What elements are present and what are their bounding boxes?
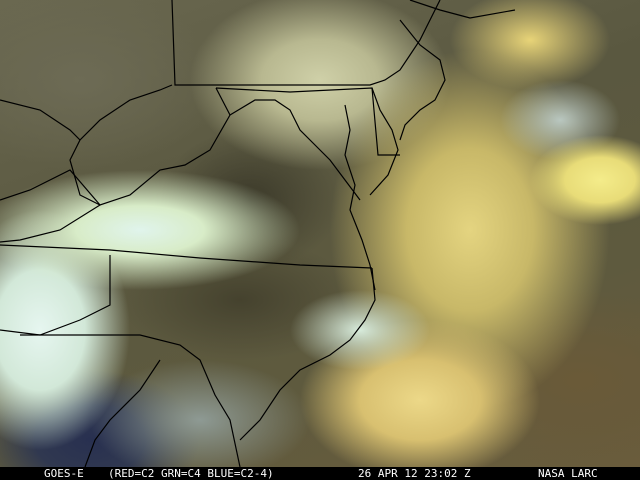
datetime-label: 26 APR 12 23:02 Z <box>358 467 471 480</box>
nj-coast <box>399 19 446 141</box>
satellite-label: GOES-E <box>44 467 84 480</box>
satellite-imagery <box>0 0 640 467</box>
sc-coast <box>84 359 161 467</box>
channel-label: (RED=C2 GRN=C4 BLUE=C2-4) <box>108 467 274 480</box>
state-boundaries <box>0 0 516 467</box>
ky-border <box>0 169 101 243</box>
ny-border <box>409 0 516 19</box>
de-coast <box>369 87 399 196</box>
chesapeake-shore <box>344 104 376 291</box>
caption-bar: GOES-E (RED=C2 GRN=C4 BLUE=C2-4) 26 APR … <box>0 467 640 480</box>
pa-border <box>171 0 441 86</box>
nc-sc-border <box>20 334 241 467</box>
oh-border <box>0 99 81 141</box>
va-border <box>229 99 361 201</box>
va-nc-border <box>0 244 373 269</box>
md-border <box>215 87 400 156</box>
credit-label: NASA LARC <box>538 467 598 480</box>
nc-coast <box>239 267 376 441</box>
tn-nc-border <box>0 255 111 336</box>
wv-border <box>69 84 231 206</box>
